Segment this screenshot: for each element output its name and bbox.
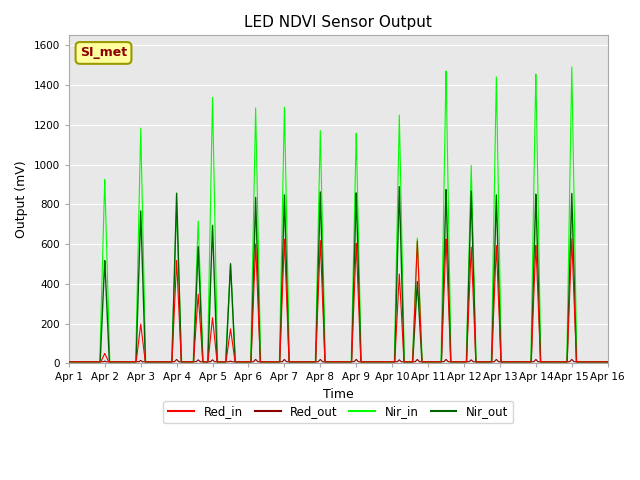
X-axis label: Time: Time [323, 388, 354, 401]
Y-axis label: Output (mV): Output (mV) [15, 160, 28, 238]
Title: LED NDVI Sensor Output: LED NDVI Sensor Output [244, 15, 432, 30]
Text: SI_met: SI_met [80, 47, 127, 60]
Legend: Red_in, Red_out, Nir_in, Nir_out: Red_in, Red_out, Nir_in, Nir_out [163, 401, 513, 423]
